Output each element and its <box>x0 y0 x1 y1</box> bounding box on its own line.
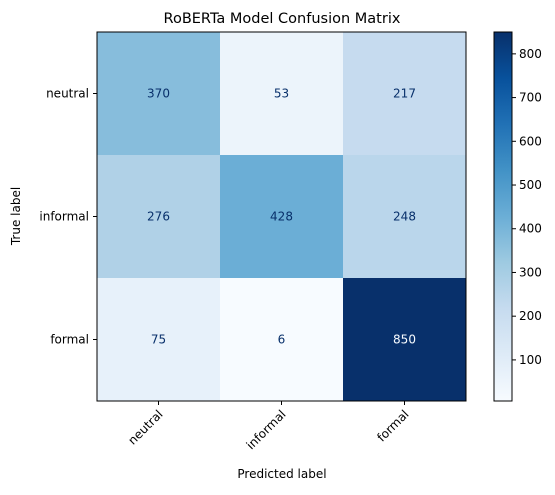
colorbar-tick-label: 300 <box>519 265 542 279</box>
matrix-cell-value: 428 <box>270 210 293 224</box>
colorbar-ticks: 100 200 300 400 500 600 700 800 <box>512 47 542 367</box>
matrix-cell-value: 850 <box>393 333 416 347</box>
matrix-cell-value: 75 <box>151 333 166 347</box>
colorbar-tick-label: 100 <box>519 353 542 367</box>
matrix-cell <box>220 32 344 156</box>
matrix-cell-value: 276 <box>147 210 170 224</box>
matrix-cell <box>343 32 467 156</box>
y-axis-ticks: neutral informal formal <box>39 87 97 347</box>
matrix-cell <box>97 155 221 279</box>
matrix-cell-value: 370 <box>147 87 170 101</box>
x-tick-label: formal <box>374 407 411 444</box>
matrix-cells <box>97 32 467 402</box>
matrix-cell <box>220 278 344 402</box>
colorbar-tick-label: 200 <box>519 309 542 323</box>
matrix-cell <box>220 155 344 279</box>
colorbar-tick-label: 800 <box>519 47 542 61</box>
matrix-cell <box>97 32 221 156</box>
y-tick-label: informal <box>39 210 89 224</box>
matrix-cell-value: 53 <box>274 87 289 101</box>
matrix-cell <box>343 278 467 402</box>
x-tick-label: neutral <box>125 407 165 447</box>
colorbar-tick-label: 500 <box>519 178 542 192</box>
matrix-cell-value: 6 <box>278 333 286 347</box>
matrix-cell-labels: 370 53 217 276 428 248 75 6 850 <box>147 87 416 347</box>
y-tick-label: neutral <box>46 87 89 101</box>
x-tick-label: informal <box>244 407 289 452</box>
colorbar-tick-label: 400 <box>519 222 542 236</box>
x-axis-ticks: neutral informal formal <box>125 401 412 452</box>
matrix-cell <box>97 278 221 402</box>
matrix-cell <box>343 155 467 279</box>
colorbar-tick-label: 600 <box>519 134 542 148</box>
matrix-cell-value: 248 <box>393 210 416 224</box>
colorbar-tick-label: 700 <box>519 91 542 105</box>
colorbar <box>493 31 513 402</box>
y-axis-label: True label <box>9 187 23 246</box>
matrix-cell-value: 217 <box>393 87 416 101</box>
y-tick-label: formal <box>50 333 89 347</box>
chart-title: RoBERTa Model Confusion Matrix <box>164 11 401 27</box>
x-axis-label: Predicted label <box>237 467 326 481</box>
